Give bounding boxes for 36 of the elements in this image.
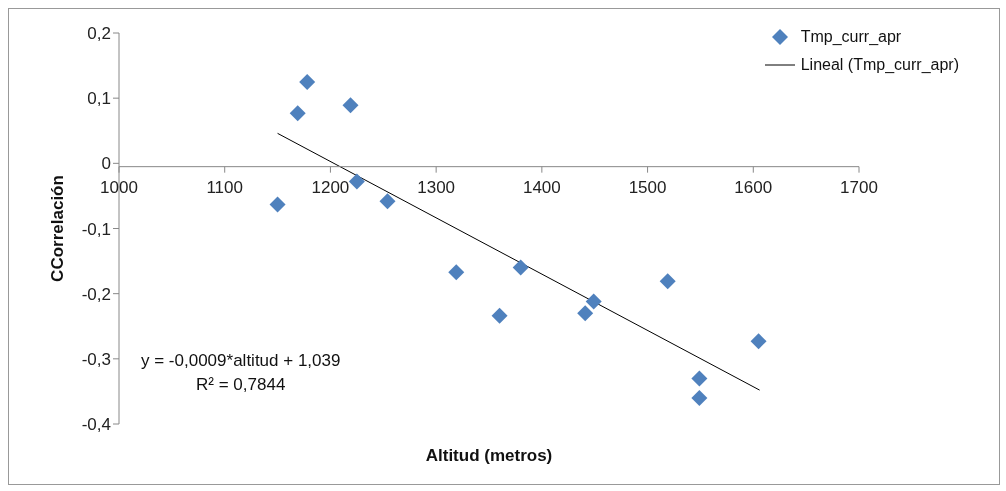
y-axis-title: CCorrelación: [48, 175, 68, 282]
point: [379, 193, 396, 210]
y-tick-label: 0,2: [87, 24, 111, 44]
point: [342, 97, 359, 114]
point: [512, 259, 529, 276]
legend-label: Tmp_curr_apr: [800, 28, 902, 46]
point: [750, 333, 767, 350]
x-tick-label: 1100: [206, 177, 243, 197]
legend-label: Lineal (Tmp_curr_apr): [800, 56, 959, 74]
point: [691, 389, 708, 406]
x-axis-title: Altitud (metros): [424, 446, 554, 466]
point: [691, 370, 708, 387]
point: [585, 293, 602, 310]
y-tick-label: -0,4: [81, 415, 111, 435]
point: [299, 73, 316, 90]
point: [491, 307, 508, 324]
point: [448, 264, 465, 281]
x-tick-label: 1700: [840, 177, 878, 197]
point: [269, 196, 286, 213]
x-tick-label: 1500: [628, 177, 667, 197]
x-tick-label: 1400: [522, 177, 561, 197]
point: [577, 305, 594, 322]
point: [659, 273, 676, 290]
y-tick-label: -0,2: [81, 284, 111, 304]
point: [289, 105, 306, 122]
y-tick-label: 0: [101, 154, 111, 174]
point: [348, 173, 365, 190]
y-tick-label: 0,1: [87, 89, 111, 109]
x-tick-label: 1000: [100, 177, 138, 197]
y-tick-label: -0,3: [81, 349, 111, 369]
x-tick-label: 1200: [311, 177, 350, 197]
x-tick-label: 1600: [734, 177, 773, 197]
x-tick-label: 1300: [417, 177, 456, 197]
y-tick-label: -0,1: [81, 219, 111, 239]
annotation: R² = 0,7844: [195, 374, 287, 396]
annotation: y = -0,0009*altitud + 1,039: [141, 350, 341, 372]
